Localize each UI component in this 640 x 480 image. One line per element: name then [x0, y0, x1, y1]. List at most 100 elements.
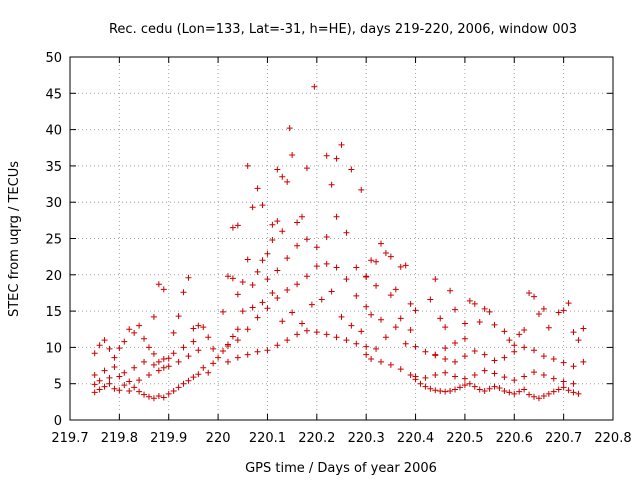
data-point	[328, 181, 335, 188]
data-point	[323, 331, 330, 338]
data-point	[392, 286, 399, 293]
data-point	[412, 307, 419, 314]
data-point	[323, 234, 330, 241]
data-point	[141, 335, 148, 342]
data-point	[511, 390, 518, 397]
y-tick-label: 35	[45, 160, 62, 175]
data-point	[264, 276, 271, 283]
data-point	[442, 356, 449, 363]
data-point	[565, 300, 572, 307]
data-point	[570, 329, 577, 336]
data-point	[121, 338, 128, 345]
data-point	[501, 374, 508, 381]
data-point	[170, 387, 177, 394]
data-point	[170, 329, 177, 336]
data-point	[244, 326, 251, 333]
data-point	[121, 369, 128, 376]
data-point	[452, 373, 459, 380]
data-point	[180, 380, 187, 387]
x-tick-label: 219.8	[101, 431, 138, 446]
data-point	[353, 340, 360, 347]
data-point	[185, 377, 192, 384]
data-point	[387, 361, 394, 368]
data-point	[422, 374, 429, 381]
data-point	[471, 383, 478, 390]
data-point	[338, 141, 345, 148]
data-point	[224, 273, 231, 280]
y-axis-label: STEC from uqrg / TECUs	[7, 161, 22, 317]
data-point	[160, 286, 167, 293]
data-point	[481, 305, 488, 312]
data-point	[412, 373, 419, 380]
data-point	[521, 344, 528, 351]
data-point	[397, 263, 404, 270]
data-point	[215, 354, 222, 361]
data-point	[496, 385, 503, 392]
x-tick-label: 220	[206, 431, 231, 446]
data-point	[136, 377, 143, 384]
data-point	[136, 322, 143, 329]
data-point	[501, 354, 508, 361]
plot-frame	[69, 56, 614, 421]
x-tick-label: 220.5	[446, 431, 483, 446]
data-point	[244, 256, 251, 263]
data-point	[540, 371, 547, 378]
data-point	[170, 350, 177, 357]
data-point	[224, 358, 231, 365]
data-point	[461, 375, 468, 382]
data-point	[432, 387, 439, 394]
data-point	[150, 361, 157, 368]
data-point	[220, 348, 227, 355]
data-point	[417, 380, 424, 387]
data-point	[407, 300, 414, 307]
data-point	[195, 371, 202, 378]
data-point	[570, 389, 577, 396]
data-point	[461, 382, 468, 389]
data-point	[358, 328, 365, 335]
data-point	[555, 309, 562, 316]
data-point	[313, 244, 320, 251]
data-point	[531, 347, 538, 354]
data-point	[274, 295, 281, 302]
data-point	[303, 327, 310, 334]
data-point	[486, 308, 493, 315]
data-point	[155, 281, 162, 288]
data-point	[106, 374, 113, 381]
data-point	[397, 366, 404, 373]
data-point	[131, 329, 138, 336]
data-point	[313, 329, 320, 336]
data-point	[155, 393, 162, 400]
data-point	[313, 263, 320, 270]
data-point	[521, 373, 528, 380]
data-point	[249, 204, 256, 211]
data-point	[471, 348, 478, 355]
data-point	[501, 387, 508, 394]
data-point	[348, 322, 355, 329]
data-point	[96, 386, 103, 393]
data-point	[540, 305, 547, 312]
data-point	[195, 347, 202, 354]
data-point	[432, 371, 439, 378]
data-point	[323, 260, 330, 267]
data-point	[145, 371, 152, 378]
data-point	[185, 274, 192, 281]
data-point	[377, 240, 384, 247]
y-tick-label: 40	[45, 124, 62, 139]
data-point	[259, 299, 266, 306]
data-point	[289, 309, 296, 316]
data-point	[269, 289, 276, 296]
y-tick-label: 15	[45, 305, 62, 320]
data-points	[91, 83, 587, 402]
data-point	[160, 356, 167, 363]
data-point	[175, 384, 182, 391]
data-point	[284, 287, 291, 294]
data-point	[264, 305, 271, 312]
data-point	[165, 355, 172, 362]
data-point	[91, 371, 98, 378]
data-point	[259, 257, 266, 264]
data-point	[432, 276, 439, 283]
data-point	[447, 387, 454, 394]
data-point	[368, 311, 375, 318]
data-point	[407, 326, 414, 333]
